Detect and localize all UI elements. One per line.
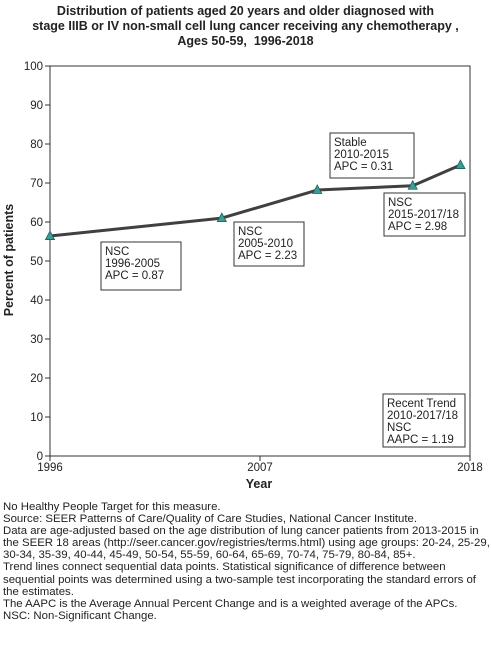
annotation-line: NSC xyxy=(387,422,411,434)
y-tick-label: 50 xyxy=(30,256,43,268)
y-tick-label: 60 xyxy=(30,217,43,229)
annotation-line: APC = 0.87 xyxy=(105,270,164,282)
footnote: NSC: Non-Significant Change. xyxy=(3,609,157,622)
data-point xyxy=(44,230,56,240)
annotation-line: APC = 2.23 xyxy=(238,250,297,262)
annotation-line: 2010-2017/18 xyxy=(387,410,458,422)
data-point xyxy=(455,159,466,169)
y-tick-label: 20 xyxy=(30,373,43,385)
annotation-line: Stable xyxy=(334,137,367,149)
x-tick-label: 1996 xyxy=(37,462,63,474)
annotation-line: NSC xyxy=(105,246,129,258)
annotation-line: 2005-2010 xyxy=(238,238,293,250)
annotation-line: AAPC = 1.19 xyxy=(387,434,454,446)
x-tick-label: 2018 xyxy=(457,462,483,474)
y-tick-label: 30 xyxy=(30,334,43,346)
data-point xyxy=(407,179,418,190)
annotation-line: Recent Trend xyxy=(387,398,456,410)
y-tick-label: 0 xyxy=(37,451,43,463)
y-tick-label: 100 xyxy=(24,61,43,73)
data-point xyxy=(216,212,227,223)
annotation-line: 2010-2015 xyxy=(334,149,389,161)
y-tick-label: 70 xyxy=(30,178,43,190)
annotation-frame xyxy=(233,221,305,267)
annotation-frame xyxy=(382,393,466,448)
y-tick-label: 80 xyxy=(30,139,43,151)
annotation-line: APC = 0.31 xyxy=(334,161,393,173)
annotation-line: NSC xyxy=(388,197,412,209)
axes: 0 10 20 30 40 50 60 70 80 90 100 1996 2007 2018 xyxy=(24,61,483,474)
chart-title-line: Distribution of patients aged 20 years a… xyxy=(56,4,435,18)
chart-title-line: Ages 50-59, 1996-2018 xyxy=(177,34,314,48)
y-tick-label: 90 xyxy=(30,100,43,112)
annotation-frame xyxy=(329,132,415,179)
chart-title: Distribution of patients aged 20 years a… xyxy=(0,4,491,49)
footnotes: No Healthy People Target for this measur… xyxy=(3,501,491,622)
annotation-line: 2015-2017/18 xyxy=(388,209,459,221)
footnote: Data are age-adjusted based on the age d… xyxy=(3,525,490,562)
footnote: No Healthy People Target for this measur… xyxy=(3,501,221,513)
y-axis-label: Percent of patients xyxy=(2,204,16,317)
annotation-frame xyxy=(100,241,182,291)
series-layer xyxy=(44,159,466,240)
footnote: Source: SEER Patterns of Care/Quality of… xyxy=(3,513,418,526)
annotation-line: 1996-2005 xyxy=(105,258,160,270)
annotation-line: NSC xyxy=(238,226,262,238)
y-tick-label: 10 xyxy=(30,412,43,424)
chart-title-line: stage IIIB or IV non-small cell lung can… xyxy=(32,19,459,33)
x-tick-label: 2007 xyxy=(247,462,273,474)
annotation-line: APC = 2.98 xyxy=(388,221,447,233)
annotation-frame xyxy=(383,192,466,237)
footnote: The AAPC is the Average Annual Percent C… xyxy=(3,597,458,610)
y-tick-label: 40 xyxy=(30,295,43,307)
x-axis-label: Year xyxy=(246,477,273,491)
footnote: Trend lines connect sequential data poin… xyxy=(3,561,476,598)
data-point xyxy=(312,184,323,194)
